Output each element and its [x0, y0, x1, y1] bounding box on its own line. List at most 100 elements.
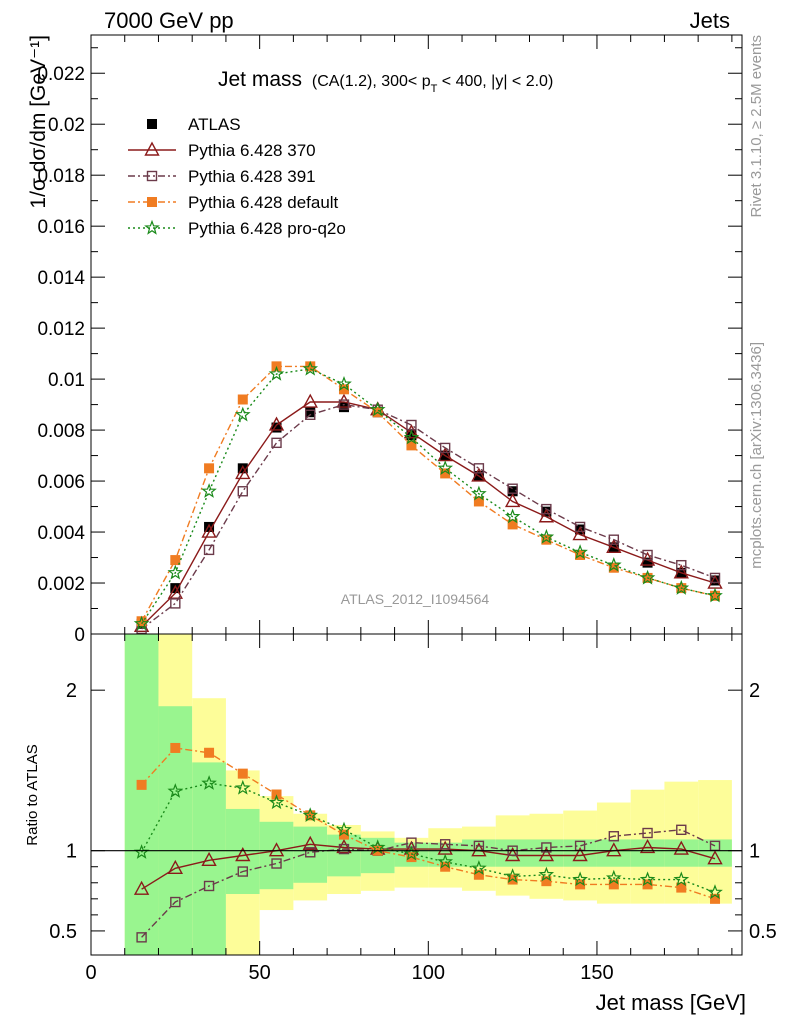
- ratio-point: [639, 871, 656, 887]
- data-point: [437, 460, 454, 476]
- ratio-point: [201, 775, 217, 790]
- data-point: [369, 401, 386, 417]
- ratio-point: [268, 794, 285, 810]
- y-tick-label: 0: [74, 625, 85, 646]
- data-point: [676, 559, 687, 571]
- data-point: [237, 394, 248, 405]
- data-point: [504, 492, 521, 508]
- ratio-point: [642, 879, 653, 890]
- data-point: [305, 407, 316, 418]
- ratio-tick-label: 0.5: [49, 921, 77, 943]
- legend-entry: ATLAS: [147, 115, 241, 134]
- chart-title-detail-end: < 400, |y| < 2.0): [437, 73, 553, 90]
- data-point: [336, 375, 352, 391]
- data-point: [707, 587, 723, 603]
- data-point: [574, 521, 586, 533]
- data-point: [338, 384, 349, 395]
- ratio-point: [305, 847, 316, 858]
- ratio-point: [676, 882, 687, 893]
- data-point: [473, 463, 485, 474]
- data-point: [471, 467, 487, 482]
- chart-title-subscript: T: [431, 83, 438, 95]
- ratio-point: [642, 827, 653, 839]
- axes-layer: 0 0.002 0.004 0.006 0.008 0.01 0.012 0.014 0.016…: [37, 34, 777, 984]
- ratio-tick-label-right: 2: [749, 680, 760, 702]
- ratio-point: [572, 847, 588, 862]
- ratio-point: [707, 850, 723, 865]
- inner-band-bin: [563, 839, 597, 867]
- chart-title: Jet mass (CA(1.2), 300< pT < 400, |y| < …: [218, 68, 553, 95]
- ratio-point: [473, 869, 484, 880]
- ratio-point: [439, 839, 451, 850]
- ratio-point: [605, 869, 622, 885]
- data-point: [572, 526, 588, 541]
- data-point: [507, 483, 518, 494]
- x-tick-label: 100: [412, 962, 445, 984]
- ratio-point: [204, 747, 215, 758]
- ratio-point: [673, 871, 690, 887]
- ratio-point: [541, 876, 552, 887]
- ratio-point: [707, 884, 723, 900]
- ratio-point: [170, 896, 181, 908]
- inner-band-bin: [664, 839, 699, 867]
- data-point: [268, 416, 285, 431]
- ratio-point: [606, 842, 622, 857]
- data-point: [507, 486, 518, 497]
- ratio-series-layer: [133, 742, 723, 943]
- ratio-point: [133, 880, 150, 895]
- ratio-point: [676, 824, 687, 836]
- ratio-point: [639, 838, 656, 854]
- y-tick-label: 0.006: [37, 472, 85, 493]
- data-point: [201, 483, 217, 498]
- ratio-point: [608, 831, 620, 842]
- ratio-point: [538, 866, 555, 882]
- legend-entry: Pythia 6.428 default: [128, 193, 339, 212]
- legend-label: ATLAS: [188, 115, 241, 134]
- data-point: [305, 409, 316, 420]
- data-point: [170, 555, 181, 566]
- series-3: [136, 361, 721, 627]
- data-point: [167, 564, 184, 580]
- ratio-point: [710, 893, 721, 904]
- legend-entry: Pythia 6.428 370: [128, 141, 316, 160]
- ratio-point: [336, 821, 352, 837]
- data-point: [136, 616, 147, 627]
- ratio-point: [403, 845, 420, 861]
- ratio-point: [201, 851, 217, 867]
- y-tick-label: 0.002: [37, 574, 85, 595]
- data-point: [133, 615, 150, 631]
- ratio-point: [235, 847, 251, 862]
- inner-band-bin: [495, 839, 530, 867]
- data-point: [709, 572, 721, 584]
- data-point: [605, 556, 622, 572]
- ratio-frame: [90, 633, 743, 956]
- legend-marker: [144, 141, 160, 156]
- chart-title-detail: (CA(1.2), 300< p: [312, 73, 431, 90]
- ratio-line: [141, 747, 716, 900]
- data-point: [204, 521, 215, 532]
- data-point: [406, 440, 417, 451]
- legend-marker: [147, 197, 157, 207]
- inner-band-bin: [225, 808, 260, 895]
- data-point: [606, 538, 622, 554]
- inner-band-bin: [529, 839, 564, 867]
- ratio-point: [234, 779, 251, 795]
- ratio-point: [170, 742, 181, 753]
- analysis-id: ATLAS_2012_I1094564: [341, 591, 490, 607]
- header-right: Jets: [690, 8, 730, 33]
- ratio-point: [538, 847, 555, 862]
- legend-label: Pythia 6.428 391: [188, 167, 316, 186]
- ratio-uncertainty-bands: [124, 634, 732, 955]
- ratio-tick-label-right: 0.5: [749, 921, 777, 943]
- ratio-point: [338, 829, 349, 840]
- legend-marker: [144, 219, 160, 235]
- ratio-point: [167, 783, 184, 798]
- ratio-point: [471, 860, 487, 875]
- data-point: [710, 590, 721, 601]
- legend-marker: [146, 170, 158, 182]
- ratio-point: [136, 779, 147, 790]
- ratio-y-axis-label: Ratio to ATLAS: [24, 744, 41, 845]
- data-point: [471, 485, 487, 501]
- x-tick-label: 0: [85, 962, 96, 984]
- series-line: [141, 403, 716, 630]
